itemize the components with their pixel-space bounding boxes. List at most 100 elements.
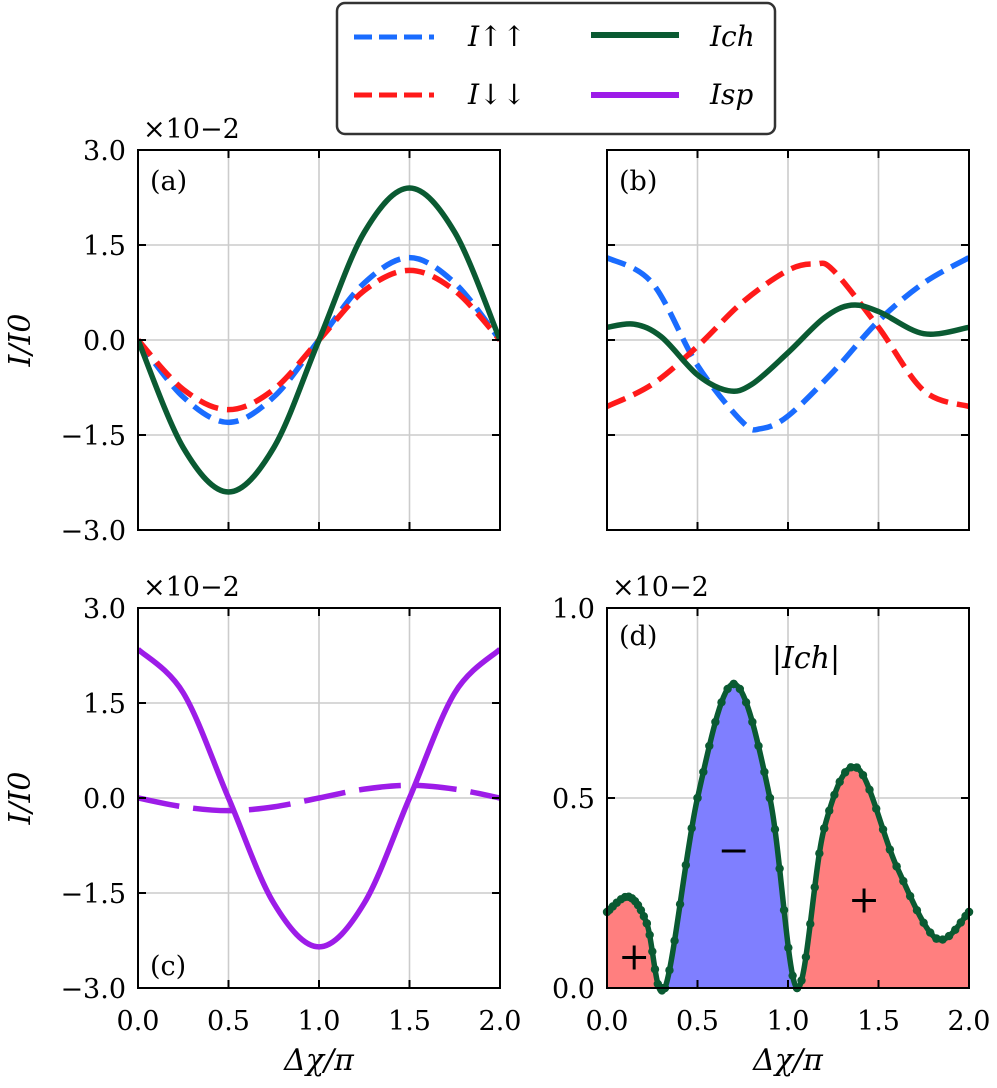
series-c	[138, 647, 500, 950]
series-dot-d-74	[919, 918, 928, 928]
ytick-a-0: 3.0	[83, 136, 126, 167]
annotation-d-1: −	[718, 828, 750, 872]
ytick-c-3: −1.5	[60, 879, 126, 910]
xtick-c-4: 2.0	[479, 1006, 522, 1037]
panel-label-c: (c)	[150, 951, 186, 982]
ytick-c-2: 0.0	[83, 784, 126, 815]
series-dot-d-63	[852, 763, 861, 772]
series-dot-d-37	[741, 698, 751, 707]
series-dot-d-35	[729, 679, 738, 689]
multiplier-a: ×10−2	[143, 114, 240, 145]
annotations-d: + − +	[618, 828, 880, 978]
series-dot-d-47	[788, 971, 797, 980]
series-dot-d-67	[878, 825, 888, 834]
panel-label-b: (b)	[619, 166, 657, 197]
series-dot-d-70	[892, 862, 901, 871]
series-dot-d-16	[648, 947, 657, 956]
fill-pos-1	[607, 896, 665, 988]
xtick-c-2: 1.0	[298, 1006, 341, 1037]
series-dot-d-44	[775, 864, 784, 873]
panel-b: (b)	[606, 149, 970, 531]
legend: I↑↑ I↓↓ Ich Isp	[335, 1, 777, 136]
fill-pos-2	[797, 766, 969, 988]
series-dot-d-66	[872, 804, 881, 813]
series-dot-d-38	[748, 717, 757, 727]
xtick-d-1: 0.5	[676, 1006, 719, 1037]
xtick-c-1: 0.5	[207, 1006, 250, 1037]
ytick-c-4: −3.0	[60, 974, 126, 1005]
series-dot-d-25	[681, 860, 691, 870]
series-dot-d-78	[938, 935, 947, 944]
series-dot-d-32	[717, 698, 726, 707]
ytick-a-1: 1.5	[83, 231, 126, 262]
series-dot-d-24	[675, 899, 685, 909]
xtick-d-4: 2.0	[948, 1006, 991, 1037]
series-dot-d-14	[642, 919, 652, 928]
panel-a: (a) ×10−2 3.0 1.5 0.0 −1.5 −3.0 I/I0	[3, 114, 501, 547]
legend-label-sp: Isp	[709, 78, 753, 111]
series-dot-d-57	[825, 806, 834, 815]
xtick-c-3: 1.5	[388, 1006, 431, 1037]
series-dot-d-81	[956, 918, 966, 927]
xtick-d-3: 1.5	[857, 1006, 900, 1037]
series-dot-d-79	[944, 931, 954, 941]
panel-label-d: (d)	[619, 621, 657, 652]
xtick-d-2: 1.0	[767, 1006, 810, 1037]
series-dot-d-45	[779, 905, 789, 915]
ytick-d-2: 0.0	[552, 974, 595, 1005]
panel-c: (c) ×10−2 3.0 1.5 0.0 −1.5 −3.0 0.0 0.5 …	[3, 572, 521, 1078]
ylabel-a: I/I0	[3, 314, 38, 368]
legend-label-ch: Ich	[709, 20, 755, 53]
panel-label-a: (a)	[150, 166, 187, 197]
ytick-c-1: 1.5	[83, 689, 126, 720]
series-dot-d-50	[797, 976, 806, 985]
series-dot-d-80	[950, 925, 960, 935]
legend-label-up: I↑↑	[467, 20, 526, 53]
multiplier-c: ×10−2	[143, 572, 240, 603]
series-dot-d-53	[810, 883, 819, 892]
series-dot-d-60	[840, 768, 850, 777]
series-dot-d-26	[687, 824, 696, 833]
multiplier-d: ×10−2	[612, 572, 709, 603]
annotation-d-0: +	[618, 935, 650, 979]
xtick-c-0: 0.0	[117, 1006, 160, 1037]
series-dot-d-28	[693, 793, 702, 803]
series-dot-d-75	[926, 928, 935, 937]
title-d: |Ich|	[772, 641, 840, 676]
series-dot-d-17	[650, 965, 660, 974]
series-line-b-1	[607, 260, 969, 410]
series-dot-d-56	[820, 824, 829, 833]
xlabel-d: Δχ/π	[752, 1043, 824, 1078]
ytick-d-1: 0.5	[552, 784, 595, 815]
series-dot-d-54	[815, 849, 824, 858]
series-dot-d-72	[905, 891, 915, 901]
series-dot-d-68	[885, 845, 895, 854]
panel-d: (d) |Ich| ×10−2 1.0 0.5 0.0 0.0 0.5 1.0 …	[552, 572, 990, 1078]
series-dot-d-39	[754, 741, 763, 751]
series-dot-d-64	[858, 770, 868, 780]
ytick-c-0: 3.0	[83, 594, 126, 625]
ytick-a-4: −3.0	[60, 516, 126, 547]
xlabel-c: Δχ/π	[283, 1043, 355, 1078]
series-dot-d-73	[912, 906, 922, 915]
series-dot-d-40	[760, 767, 769, 777]
series-dot-d-43	[770, 825, 780, 834]
annotation-d-2: +	[848, 878, 880, 922]
ytick-a-3: −1.5	[60, 421, 126, 452]
series-line-c-1	[138, 782, 500, 814]
series-b	[607, 255, 969, 433]
ylabel-c: I/I0	[3, 772, 38, 826]
series-dot-d-42	[765, 793, 775, 803]
series-dot-d-51	[801, 952, 811, 962]
series-dot-d-77	[932, 934, 941, 943]
series-dot-d-46	[784, 943, 793, 952]
series-d	[602, 679, 974, 995]
ytick-d-0: 1.0	[552, 594, 595, 625]
series-line-c-0	[138, 647, 500, 950]
legend-label-down: I↓↓	[467, 78, 526, 111]
series-line-a-2	[138, 185, 500, 495]
series-line-b-0	[607, 255, 969, 433]
series-dot-d-22	[665, 965, 674, 975]
series-dot-d-23	[670, 936, 679, 945]
